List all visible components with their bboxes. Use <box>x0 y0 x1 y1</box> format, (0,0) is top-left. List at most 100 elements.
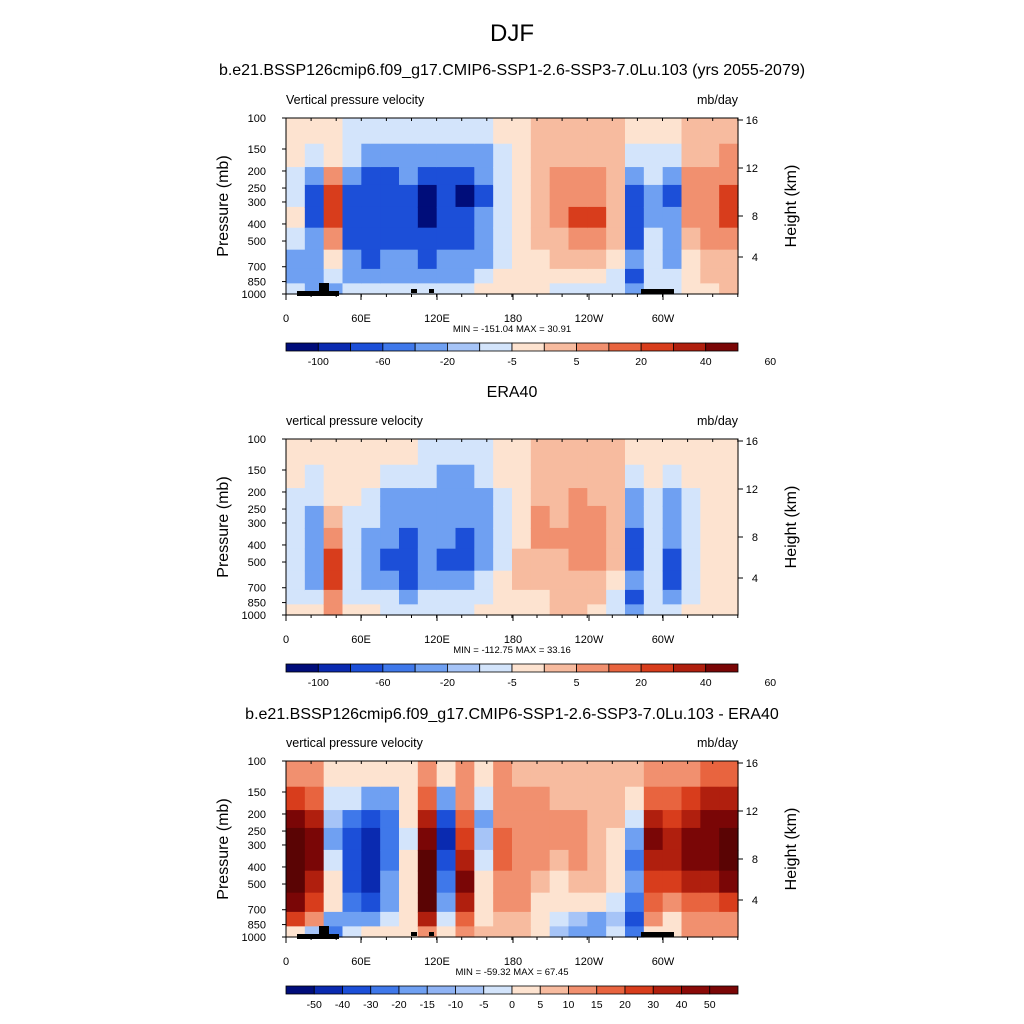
heat-cell <box>681 548 701 572</box>
heat-cell <box>587 527 607 550</box>
y-tick-label: 150 <box>248 144 266 156</box>
heat-cell <box>681 464 701 489</box>
heat-cell <box>643 227 664 251</box>
heat-cell <box>493 548 513 572</box>
heat-cell <box>304 870 325 894</box>
heat-cell <box>323 911 344 927</box>
heat-cell <box>286 761 306 788</box>
heat-cell <box>606 548 626 572</box>
heat-cell <box>643 761 664 788</box>
heat-cell <box>512 827 532 851</box>
variable-label: vertical pressure velocity <box>286 736 424 750</box>
heat-cell <box>606 892 626 913</box>
heat-cell <box>568 249 588 270</box>
heat-cell <box>323 926 344 938</box>
heat-cell <box>587 589 607 605</box>
heat-cell <box>568 926 588 938</box>
heat-cell <box>681 911 701 927</box>
heat-cell <box>417 548 438 572</box>
heat-cell <box>512 488 532 507</box>
heat-cell <box>380 827 400 851</box>
heat-cell <box>304 143 325 168</box>
colorbar-box <box>317 342 351 352</box>
heat-cell <box>643 870 664 894</box>
heat-cell <box>530 283 551 295</box>
heat-cell <box>455 761 475 788</box>
heat-cell <box>662 827 683 851</box>
heat-cell <box>380 786 400 811</box>
heat-cell <box>436 439 457 466</box>
heat-cell <box>417 268 438 284</box>
heat-cell <box>549 570 570 591</box>
heat-cell <box>380 118 400 145</box>
heat-cell <box>493 268 513 284</box>
colorbar-label: 20 <box>635 356 647 368</box>
heat-cell <box>681 827 701 851</box>
heat-cell <box>549 227 570 251</box>
y-tick-label: 400 <box>248 862 266 874</box>
heat-cell <box>399 786 419 811</box>
heat-cell <box>587 786 607 811</box>
heat-cell <box>342 810 362 829</box>
heat-cell <box>493 227 513 251</box>
heat-cell <box>304 786 325 811</box>
heat-cell <box>342 892 362 913</box>
heat-cell <box>323 439 344 466</box>
heat-cell <box>493 570 513 591</box>
heat-cell <box>455 143 475 168</box>
heat-cell <box>643 527 664 550</box>
heat-cell <box>455 870 475 894</box>
heat-cell <box>493 926 513 938</box>
y-axis-title: Pressure (mb) <box>215 155 232 256</box>
colorbar-box <box>640 342 674 352</box>
heat-cell <box>436 143 457 168</box>
heat-cell <box>323 206 344 229</box>
heat-cell <box>380 283 400 295</box>
heat-cell <box>304 570 325 591</box>
heat-cell <box>512 604 532 616</box>
colorbar-box <box>673 342 707 352</box>
heat-cell <box>700 464 720 489</box>
heat-cell <box>286 249 306 270</box>
heat-cell <box>700 604 720 616</box>
heat-cell <box>719 570 739 591</box>
x-tick-label: 60W <box>652 634 675 646</box>
heat-cell <box>606 527 626 550</box>
heat-cell <box>662 184 683 208</box>
min-max-label: MIN = -151.04 MAX = 30.91 <box>453 324 571 335</box>
heat-cell <box>361 488 381 507</box>
heat-cell <box>304 604 325 616</box>
y-tick-label: 100 <box>248 756 266 768</box>
heat-cell <box>662 926 683 938</box>
heat-cell <box>342 167 362 186</box>
heat-cell <box>493 589 513 605</box>
heat-cell <box>323 249 344 270</box>
figure-title: DJF <box>490 20 534 47</box>
heat-cell <box>512 268 532 284</box>
heat-cell <box>399 870 419 894</box>
heat-cell <box>323 283 344 295</box>
heat-cell <box>587 488 607 507</box>
heat-cell <box>549 464 570 489</box>
heat-cell <box>286 206 306 229</box>
heat-cell <box>474 249 494 270</box>
heat-cell <box>323 786 344 811</box>
heat-cell <box>399 118 419 145</box>
heat-cell <box>361 249 381 270</box>
heat-cell <box>380 870 400 894</box>
heat-cell <box>512 527 532 550</box>
heat-cell <box>436 786 457 811</box>
heat-cell <box>643 810 664 829</box>
heat-cell <box>493 761 513 788</box>
colorbar-box <box>673 663 707 673</box>
heat-cell <box>719 892 739 913</box>
heat-cell <box>662 505 683 529</box>
heat-cell <box>681 870 701 894</box>
y-right-axis-title: Height (km) <box>783 486 800 569</box>
heat-cell <box>512 786 532 811</box>
heat-cell <box>399 548 419 572</box>
y-right-tick-label: 16 <box>746 436 758 448</box>
y-right-axis-title: Height (km) <box>783 808 800 891</box>
colorbar-label: -20 <box>440 356 455 368</box>
heat-cell <box>380 761 400 788</box>
